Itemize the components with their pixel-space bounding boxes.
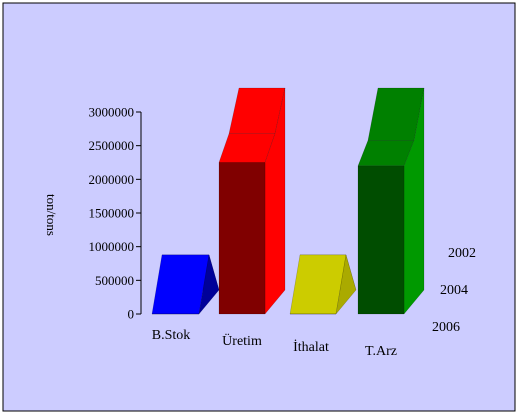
y-axis-label: ton/tons — [44, 194, 59, 236]
y-tick-label: 1000000 — [89, 239, 135, 254]
series-depth-label: 2006 — [432, 320, 460, 335]
category-label: İthalat — [293, 339, 329, 355]
category-label: T.Arz — [365, 344, 397, 359]
bar-side-b-stok — [198, 254, 220, 315]
y-tick-label: 0 — [128, 307, 135, 322]
y-tick-label: 2500000 — [89, 138, 135, 153]
y-tick-label: 2000000 — [89, 172, 135, 187]
category-label: Üretim — [222, 332, 262, 349]
bar-side-i-thalat — [335, 254, 357, 315]
series-depth-label: 2002 — [448, 246, 476, 261]
y-tick-label: 3000000 — [89, 105, 135, 120]
y-tick-label: 500000 — [95, 273, 134, 288]
y-tick-label: 1500000 — [89, 206, 135, 221]
bars-layer — [151, 87, 425, 315]
bar-front--retim — [218, 162, 266, 315]
y-axis: 0 500000 1000000 1500000 2000000 2500000 30000… — [89, 105, 142, 322]
bar-front-t-arz — [357, 165, 405, 315]
series-depth-label: 2004 — [440, 283, 468, 298]
labels-layer: B.Stok Üretim İthalat T.Arz 2002 2004 2006 — [152, 246, 476, 359]
category-label: B.Stok — [152, 328, 191, 343]
